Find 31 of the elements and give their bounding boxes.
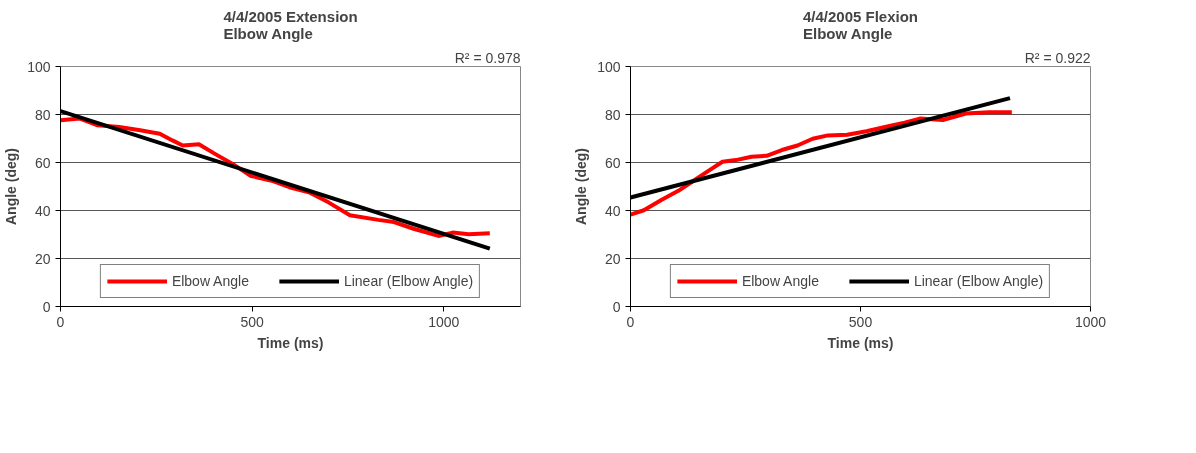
y-tick-label: 40 — [34, 202, 51, 219]
chart-title: 4/4/2005 Extension Elbow Angle — [223, 7, 358, 42]
line-series — [630, 110, 1014, 217]
legend-label: Elbow Angle — [171, 273, 249, 289]
y-axis-title: Angle (deg) — [3, 148, 20, 225]
x-tick-label: 1000 — [428, 313, 460, 330]
y-tick-label: 20 — [604, 250, 621, 267]
chart-title: 4/4/2005 Flexion Elbow Angle — [802, 7, 919, 42]
x-tick-label: 500 — [848, 313, 873, 330]
text: R² = 0.978 — [454, 49, 521, 66]
y-tick-label: 80 — [34, 106, 51, 123]
legend-label: Linear (Elbow Angle) — [913, 273, 1044, 289]
y-tick-label: 40 — [604, 202, 621, 219]
y-tick-label: 0 — [612, 298, 621, 315]
x-tick-label: 0 — [626, 313, 635, 330]
x-axis-title: Time (ms) — [827, 334, 894, 351]
y-tick-label: 20 — [34, 250, 51, 267]
y-tick-label: 60 — [34, 154, 51, 171]
text: R² = 0.922 — [1024, 49, 1091, 66]
y-tick-label: 0 — [42, 298, 51, 315]
legend-label: Elbow Angle — [741, 273, 819, 289]
x-tick-label: 1000 — [1074, 313, 1107, 330]
y-axis-title: Angle (deg) — [573, 148, 590, 225]
y-tick-label: 100 — [27, 58, 51, 75]
x-tick-label: 0 — [56, 313, 65, 330]
legend-label: Linear (Elbow Angle) — [343, 273, 474, 289]
x-tick-label: 500 — [240, 313, 265, 330]
y-tick-label: 60 — [604, 154, 621, 171]
y-tick-label: 80 — [604, 106, 621, 123]
y-tick-label: 100 — [597, 58, 621, 75]
x-axis-title: Time (ms) — [257, 334, 324, 351]
